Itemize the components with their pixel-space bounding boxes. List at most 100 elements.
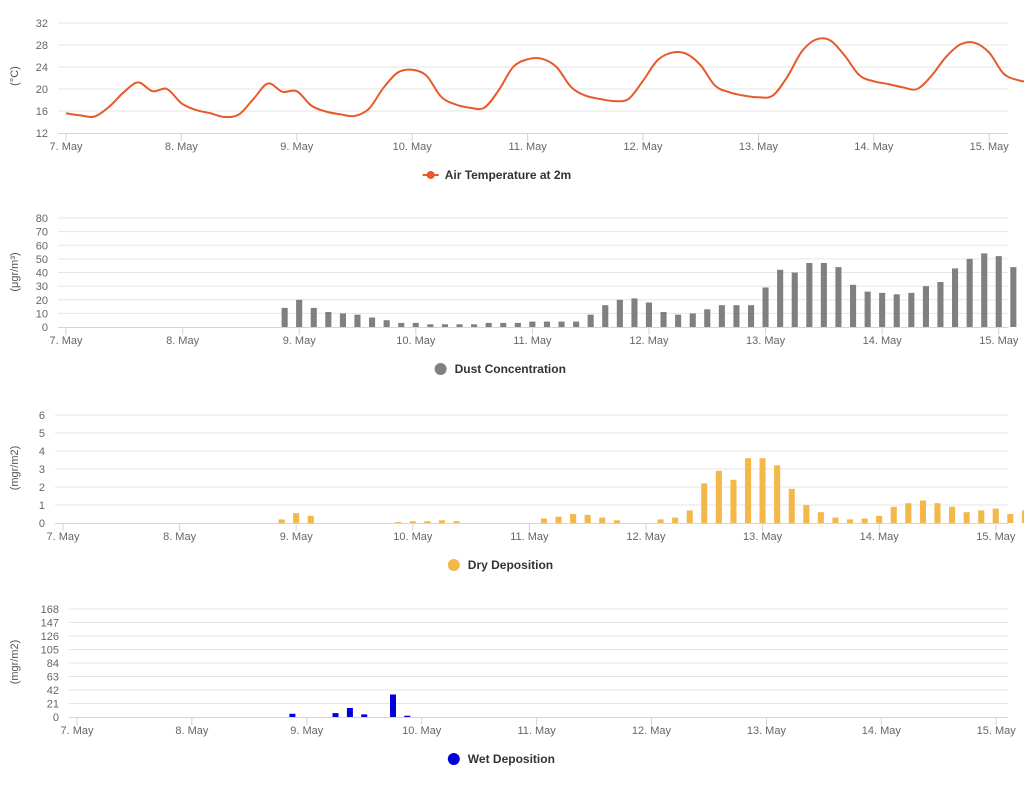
bar [390,694,396,717]
bar [471,324,478,327]
y-tick-label: 105 [41,645,59,657]
bar [919,500,926,523]
bar [307,515,314,523]
legend-item[interactable]: Dust Concentration [434,362,566,376]
bar [861,518,868,523]
bar [978,510,985,523]
legend-item[interactable]: Air Temperature at 2m [422,168,572,182]
y-axis-title: (°C) [9,66,21,86]
bar [599,517,606,523]
x-tick-label: 15. May [970,141,1010,153]
bar [438,520,445,523]
x-tick-label: 10. May [393,141,433,153]
legend-label: Air Temperature at 2m [445,168,572,182]
bar [675,314,682,327]
bar [704,309,711,327]
x-tick-label: 7. May [60,725,94,737]
bar [540,518,547,523]
y-tick-label: 30 [36,281,48,293]
x-tick-label: 9. May [280,531,314,543]
y-tick-label: 60 [36,240,48,252]
bar [427,324,434,327]
bar [701,483,708,523]
bar [332,713,339,717]
bar [602,305,609,327]
y-tick-label: 21 [47,699,59,711]
y-tick-label: 42 [47,685,59,697]
bar [992,508,999,523]
bar [745,458,752,523]
bar [404,715,411,717]
x-tick-label: 8. May [165,141,199,153]
bar [657,519,664,523]
bar [354,314,361,327]
bar [832,517,839,523]
y-tick-label: 32 [36,18,48,30]
bar [412,322,419,327]
bar [774,465,781,523]
y-tick-label: 0 [53,712,59,724]
legend-item[interactable]: Wet Deposition [447,752,555,766]
bar [730,479,737,523]
bar [718,305,725,327]
bar [555,516,562,523]
x-tick-label: 13. May [746,335,786,347]
y-tick-label: 20 [36,295,48,307]
legend-label: Wet Deposition [468,752,555,766]
bar [281,307,288,327]
y-tick-label: 126 [41,631,59,643]
bar [543,321,550,327]
bar [748,305,755,327]
x-tick-label: 15. May [979,335,1019,347]
bar [613,520,620,523]
bar [573,321,580,327]
bar [398,322,405,327]
bar [864,291,871,327]
legend-item[interactable]: Dry Deposition [447,558,553,572]
bar [660,312,667,327]
y-tick-label: 24 [36,62,48,74]
bar [937,282,944,327]
legend-marker-icon [426,171,435,179]
bar [788,488,795,523]
bar [325,312,332,327]
x-tick-label: 8. May [166,335,200,347]
bar [278,519,285,523]
bar [570,514,577,523]
x-tick-label: 14. May [854,141,894,153]
x-tick-label: 7. May [46,531,80,543]
x-tick-label: 12. May [629,335,669,347]
x-tick-label: 10. May [402,725,442,737]
bar [293,513,300,523]
legend-marker-icon [447,753,460,765]
bar [949,506,956,523]
bar [453,521,460,523]
bar [686,510,693,523]
bar [777,269,784,327]
bar [952,268,959,327]
x-tick-label: 15. May [976,531,1016,543]
bar [369,317,376,327]
bar [820,263,827,327]
bar [631,298,638,327]
bar [296,299,303,328]
bar [289,713,296,717]
bar [587,314,594,327]
chart-3: 0 1 2 3 4 5 6 7. May 8. May 9. May 10. May 11. May 1… [9,410,1024,572]
bar [395,522,402,523]
bar [346,708,353,717]
y-tick-label: 0 [39,518,45,530]
bar [441,324,448,327]
y-tick-label: 84 [47,658,59,670]
x-tick-label: 12. May [632,725,672,737]
bar [424,521,431,523]
x-tick-label: 13. May [739,141,779,153]
y-tick-label: 1 [39,500,45,512]
bar [616,299,623,328]
series-line-temperature [65,37,1024,119]
bar [934,503,941,523]
y-tick-label: 4 [39,446,45,458]
bar [893,294,900,327]
x-tick-label: 10. May [393,531,433,543]
x-tick-label: 11. May [510,531,549,543]
